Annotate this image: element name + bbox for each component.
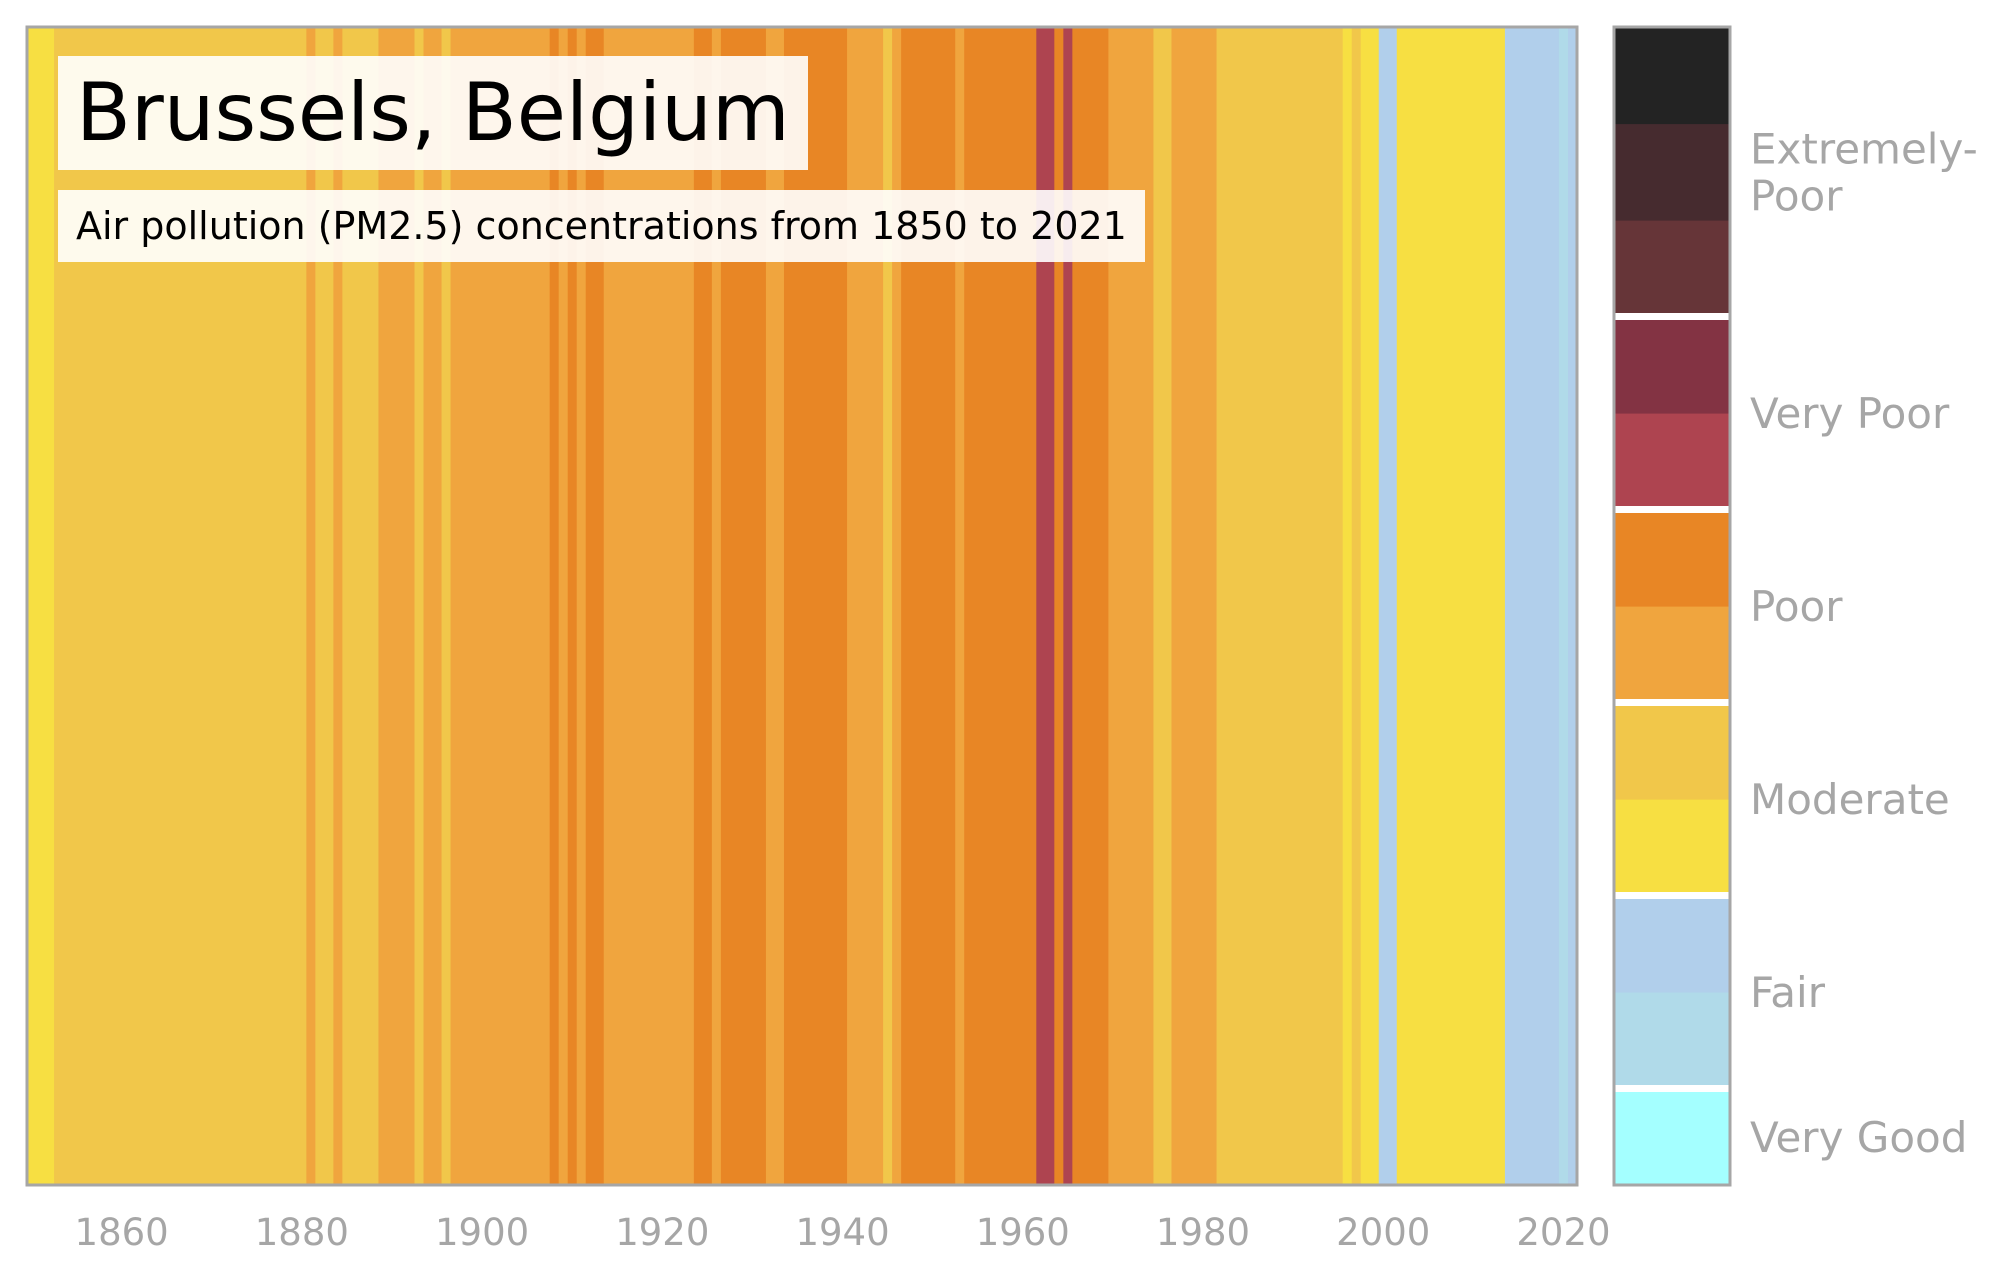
legend-swatch-very-poor-2 <box>1614 316 1730 414</box>
stripe-1964 <box>1054 27 1064 1185</box>
legend-frame <box>1612 25 1732 1187</box>
stripe-1997 <box>1351 27 1362 1185</box>
legend-label-1: Very Good <box>1750 1113 1967 1162</box>
x-tick-label: 1860 <box>75 1211 169 1254</box>
stripe-2014 <box>1504 27 1560 1185</box>
legend-separator <box>1614 506 1730 513</box>
stripe-1926 <box>711 27 722 1185</box>
legend-swatch-poor-2 <box>1614 509 1730 607</box>
legend-label-5: Very Poor <box>1750 389 1950 438</box>
stripe-1965 <box>1063 27 1073 1185</box>
stripe-1884 <box>333 27 344 1185</box>
stripe-1977 <box>1171 27 1218 1185</box>
legend-swatch-extremely-poor-3 <box>1614 27 1730 125</box>
legend-swatch-poor-1 <box>1614 606 1730 704</box>
stripe-2020 <box>1558 27 1569 1185</box>
stripe-1908 <box>549 27 560 1185</box>
stripe-1962 <box>1036 27 1055 1185</box>
x-tick-label: 2000 <box>1336 1211 1430 1254</box>
chart-subtitle-box: Air pollution (PM2.5) concentrations fro… <box>58 190 1145 262</box>
stripe-1924 <box>693 27 713 1185</box>
legend-separator <box>1614 892 1730 899</box>
x-axis-ticks: 1860 1880 1900 1920 1940 1960 1980 2000 2020 <box>75 1211 1611 1254</box>
legend-swatch-moderate-2 <box>1614 702 1730 800</box>
x-tick-label: 1920 <box>615 1211 709 1254</box>
stripe-1982 <box>1216 27 1344 1185</box>
legend-separator <box>1614 313 1730 320</box>
stripe-1894 <box>423 27 443 1185</box>
legend-swatch-extremely-poor-2 <box>1614 123 1730 221</box>
legend-label-6: Extremely-Poor <box>1750 124 1978 220</box>
stripe-1911 <box>576 27 587 1185</box>
legend-swatch-fair-2 <box>1614 895 1730 993</box>
legend-swatch-very-poor-1 <box>1614 413 1730 511</box>
stripe-1975 <box>1153 27 1173 1185</box>
stripe-1881 <box>306 27 316 1185</box>
chart-title-box: Brussels, Belgium <box>58 56 808 170</box>
x-tick-label: 1960 <box>976 1211 1070 1254</box>
chart-subtitle: Air pollution (PM2.5) concentrations fro… <box>76 204 1127 248</box>
stripe-1910 <box>567 27 578 1185</box>
stripe-1850 <box>27 27 55 1185</box>
x-tick-label: 1880 <box>255 1211 349 1254</box>
legend-swatch-fair-1 <box>1614 992 1730 1090</box>
stripe-2000 <box>1378 27 1398 1185</box>
legend-label-3: Moderate <box>1750 775 1950 824</box>
stripe-1912 <box>585 27 605 1185</box>
x-tick-label: 1940 <box>795 1211 889 1254</box>
chart-title: Brussels, Belgium <box>76 66 790 159</box>
stripe-1893 <box>414 27 425 1185</box>
stripe-1896 <box>441 27 452 1185</box>
legend-labels: Very Good Fair Moderate Poor Very Poor Extrem… <box>1750 124 1978 1162</box>
legend-separator <box>1614 1085 1730 1092</box>
stripe-1932 <box>765 27 785 1185</box>
x-tick-label: 1900 <box>435 1211 529 1254</box>
stripe-1882 <box>315 27 334 1185</box>
legend-separator <box>1614 699 1730 706</box>
x-tick-label: 2020 <box>1516 1211 1610 1254</box>
stripe-1909 <box>558 27 569 1185</box>
plot-frame <box>25 25 1579 1187</box>
stripe-2021 <box>1567 27 1578 1185</box>
x-tick-label: 1980 <box>1156 1211 1250 1254</box>
stripe-1946 <box>892 27 902 1185</box>
stripe-1953 <box>955 27 965 1185</box>
stripe-2002 <box>1396 27 1506 1185</box>
stripe-1996 <box>1342 27 1353 1185</box>
legend-swatch-very-good <box>1614 1088 1730 1186</box>
legend-colorbar <box>1614 27 1730 1186</box>
legend-swatch-extremely-poor-1 <box>1614 220 1730 318</box>
legend-label-2: Fair <box>1750 968 1826 1017</box>
stripe-1945 <box>883 27 893 1185</box>
legend-swatch-moderate-1 <box>1614 799 1730 897</box>
legend-label-4: Poor <box>1750 582 1843 631</box>
stripe-1998 <box>1360 27 1380 1185</box>
